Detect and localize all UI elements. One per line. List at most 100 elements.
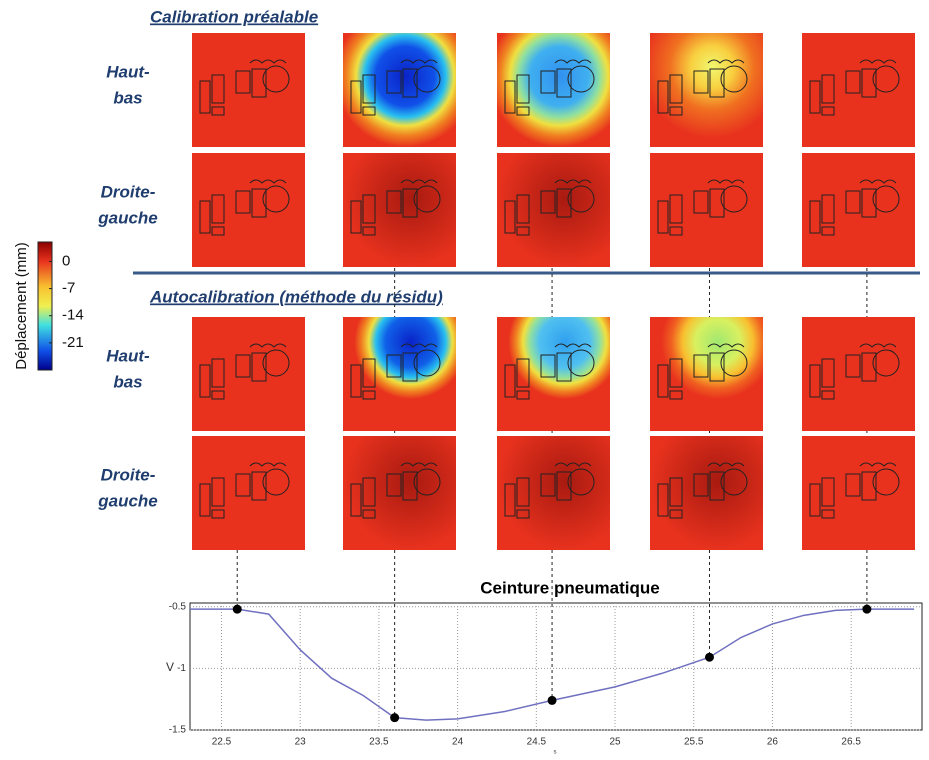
heatmap-panel [650,33,763,147]
outline [504,483,516,517]
panel-field [192,317,305,431]
outline [362,106,376,116]
outline [859,462,897,467]
outline [567,468,595,496]
y-axis-label: V [166,660,174,674]
outline [872,468,900,496]
outline [362,509,376,519]
colorbar [37,241,53,371]
colorbar-tick-label: 0 [62,252,70,269]
row-label: gauche [97,208,158,227]
outline [211,74,225,104]
outline [199,483,211,517]
outline [809,80,821,114]
outline [872,185,900,213]
heatmap-panel [192,153,305,267]
x-tick-label: 25.5 [684,737,704,748]
outline [845,354,861,378]
outline [657,483,669,517]
y-tick-label: -0.5 [169,601,187,612]
panel-field [650,436,763,550]
outline [400,179,438,184]
heatmap-panel [343,33,456,147]
x-tick-label: 23.5 [369,737,389,748]
outline [251,471,267,501]
outline [669,477,683,507]
data-point [704,652,714,662]
outline [669,194,683,224]
colorbar-tick-label: -7 [62,280,75,297]
outline [249,59,287,64]
outline [861,68,877,98]
heatmap-panel [650,153,763,267]
outline [402,471,418,501]
outline [400,462,438,467]
panel-field [650,317,763,431]
outline [554,343,592,348]
section-title: Calibration préalable [150,7,318,26]
outline [211,194,225,224]
outline [504,364,516,398]
outline [693,190,709,214]
outline [540,70,556,94]
outline [556,188,572,218]
data-point [390,713,400,723]
chart-title: Ceinture pneumatique [480,578,659,597]
outline [386,190,402,214]
heatmap-panel [650,317,763,431]
outline [362,226,376,236]
outline [386,354,402,378]
outline [413,65,441,93]
outline [262,468,290,496]
outline [386,473,402,497]
outline [350,200,362,234]
outline [350,483,362,517]
heatmap-panel [192,317,305,431]
x-tick-label: 24 [452,737,464,748]
colorbar-label: Déplacement (mm) [13,242,30,370]
outline [859,343,897,348]
outline [693,70,709,94]
outline [251,188,267,218]
data-point [862,604,872,614]
outline [402,68,418,98]
heatmap-panel [497,317,610,431]
outline [386,70,402,94]
outline [540,190,556,214]
heatmap-panel [343,436,456,550]
outline [516,358,530,388]
data-point [547,695,557,705]
outline [821,106,835,116]
outline [861,471,877,501]
outline [516,390,530,400]
panel-field [343,33,456,147]
outline [821,358,835,388]
outline [657,80,669,114]
outline [809,364,821,398]
outline [859,59,897,64]
outline [413,349,441,377]
outline [720,349,748,377]
outline [400,343,438,348]
outline [821,390,835,400]
outline [262,349,290,377]
panel-field [497,436,610,550]
outline [556,352,572,382]
outline [809,200,821,234]
outline [262,185,290,213]
outline [720,185,748,213]
outline [516,509,530,519]
heatmap-panel [192,436,305,550]
outline [720,468,748,496]
outline [669,358,683,388]
panel-field [802,33,915,147]
heatmap-panel [802,436,915,550]
outline [861,352,877,382]
outline [861,188,877,218]
outline [707,59,745,64]
heatmap-panel [802,317,915,431]
outline [554,179,592,184]
x-tick-label: 22.5 [212,737,232,748]
outline [516,226,530,236]
